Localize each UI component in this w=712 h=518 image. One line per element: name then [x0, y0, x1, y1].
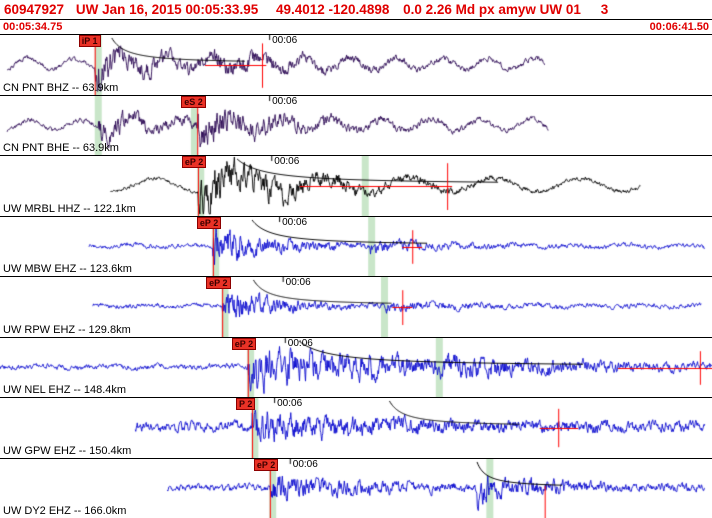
- station-label: UW MRBL HHZ -- 122.1km: [3, 202, 136, 215]
- pick-flag[interactable]: eP 2: [231, 337, 257, 350]
- minute-time-label: 00:06: [274, 156, 300, 167]
- trace-row: eP 2 00:06 UW DY2 EHZ -- 166.0km: [0, 458, 712, 518]
- waveform-canvas[interactable]: [0, 337, 712, 398]
- waveform-canvas[interactable]: [0, 458, 712, 518]
- pick-flag[interactable]: eP 2: [253, 458, 279, 471]
- pick-flag[interactable]: eP 2: [181, 156, 207, 168]
- event-id: 60947927: [4, 2, 65, 17]
- waveform-canvas[interactable]: [0, 35, 712, 95]
- waveform-canvas[interactable]: [0, 277, 712, 337]
- pick-flag[interactable]: eP 2: [206, 277, 231, 289]
- station-label: UW NEL EHZ -- 148.4km: [3, 384, 127, 396]
- trace-row: eS 2 00:06 CN PNT BHE -- 63.9km: [0, 95, 712, 156]
- pick-flag[interactable]: iP 1: [78, 35, 101, 47]
- waveform-canvas[interactable]: [0, 216, 712, 277]
- trace-row: eP 2 00:06 UW MBW EHZ -- 123.6km: [0, 216, 712, 277]
- waveform-canvas[interactable]: [0, 398, 712, 458]
- event-coordinates: 49.4012 -120.4898: [275, 2, 390, 17]
- station-label: CN PNT BHZ -- 63.9km: [3, 81, 119, 94]
- event-header: 60947927 UW Jan 16, 2015 00:05:33.95 49.…: [0, 0, 712, 20]
- event-datetime: UW Jan 16, 2015 00:05:33.95: [75, 2, 259, 17]
- minute-time-label: 00:06: [272, 35, 298, 46]
- trace-list: iP 1 00:06 CN PNT BHZ -- 63.9km eS 2 00:…: [0, 35, 712, 518]
- waveform-canvas[interactable]: [0, 95, 712, 156]
- trace-row: iP 1 00:06 CN PNT BHZ -- 63.9km: [0, 35, 712, 96]
- minute-time-label: 00:06: [285, 277, 311, 288]
- minute-time-label: 00:06: [292, 458, 318, 470]
- station-label: UW MBW EHZ -- 123.6km: [3, 263, 132, 275]
- station-label: UW GPW EHZ -- 150.4km: [3, 444, 132, 457]
- time-range-bar: 00:05:34.75 00:06:41.50: [0, 20, 712, 35]
- trace-row: eP 2 00:06 UW MRBL HHZ -- 122.1km: [0, 156, 712, 217]
- station-label: UW RPW EHZ -- 129.8km: [3, 323, 131, 336]
- station-label: CN PNT BHE -- 63.9km: [3, 142, 119, 154]
- trace-row: P 2 00:06 UW GPW EHZ -- 150.4km: [0, 398, 712, 459]
- station-label: UW DY2 EHZ -- 166.0km: [3, 505, 127, 517]
- pick-flag[interactable]: eS 2: [181, 95, 206, 108]
- pick-flag[interactable]: eP 2: [196, 216, 222, 229]
- minute-time-label: 00:06: [277, 398, 303, 409]
- minute-time-label: 00:06: [287, 337, 313, 349]
- trace-row: eP 2 00:06 UW RPW EHZ -- 129.8km: [0, 277, 712, 338]
- pick-flag[interactable]: P 2: [236, 398, 256, 410]
- minute-time-label: 00:06: [282, 216, 308, 228]
- waveform-canvas[interactable]: [0, 156, 712, 216]
- minute-time-label: 00:06: [272, 95, 298, 107]
- trace-row: eP 2 00:06 UW NEL EHZ -- 148.4km: [0, 337, 712, 398]
- event-version: 3: [600, 2, 609, 17]
- event-magnitude-info: 0.0 2.26 Md px amyw UW 01: [403, 2, 581, 17]
- window-end-time: 00:06:41.50: [649, 21, 709, 33]
- window-start-time: 00:05:34.75: [3, 21, 63, 33]
